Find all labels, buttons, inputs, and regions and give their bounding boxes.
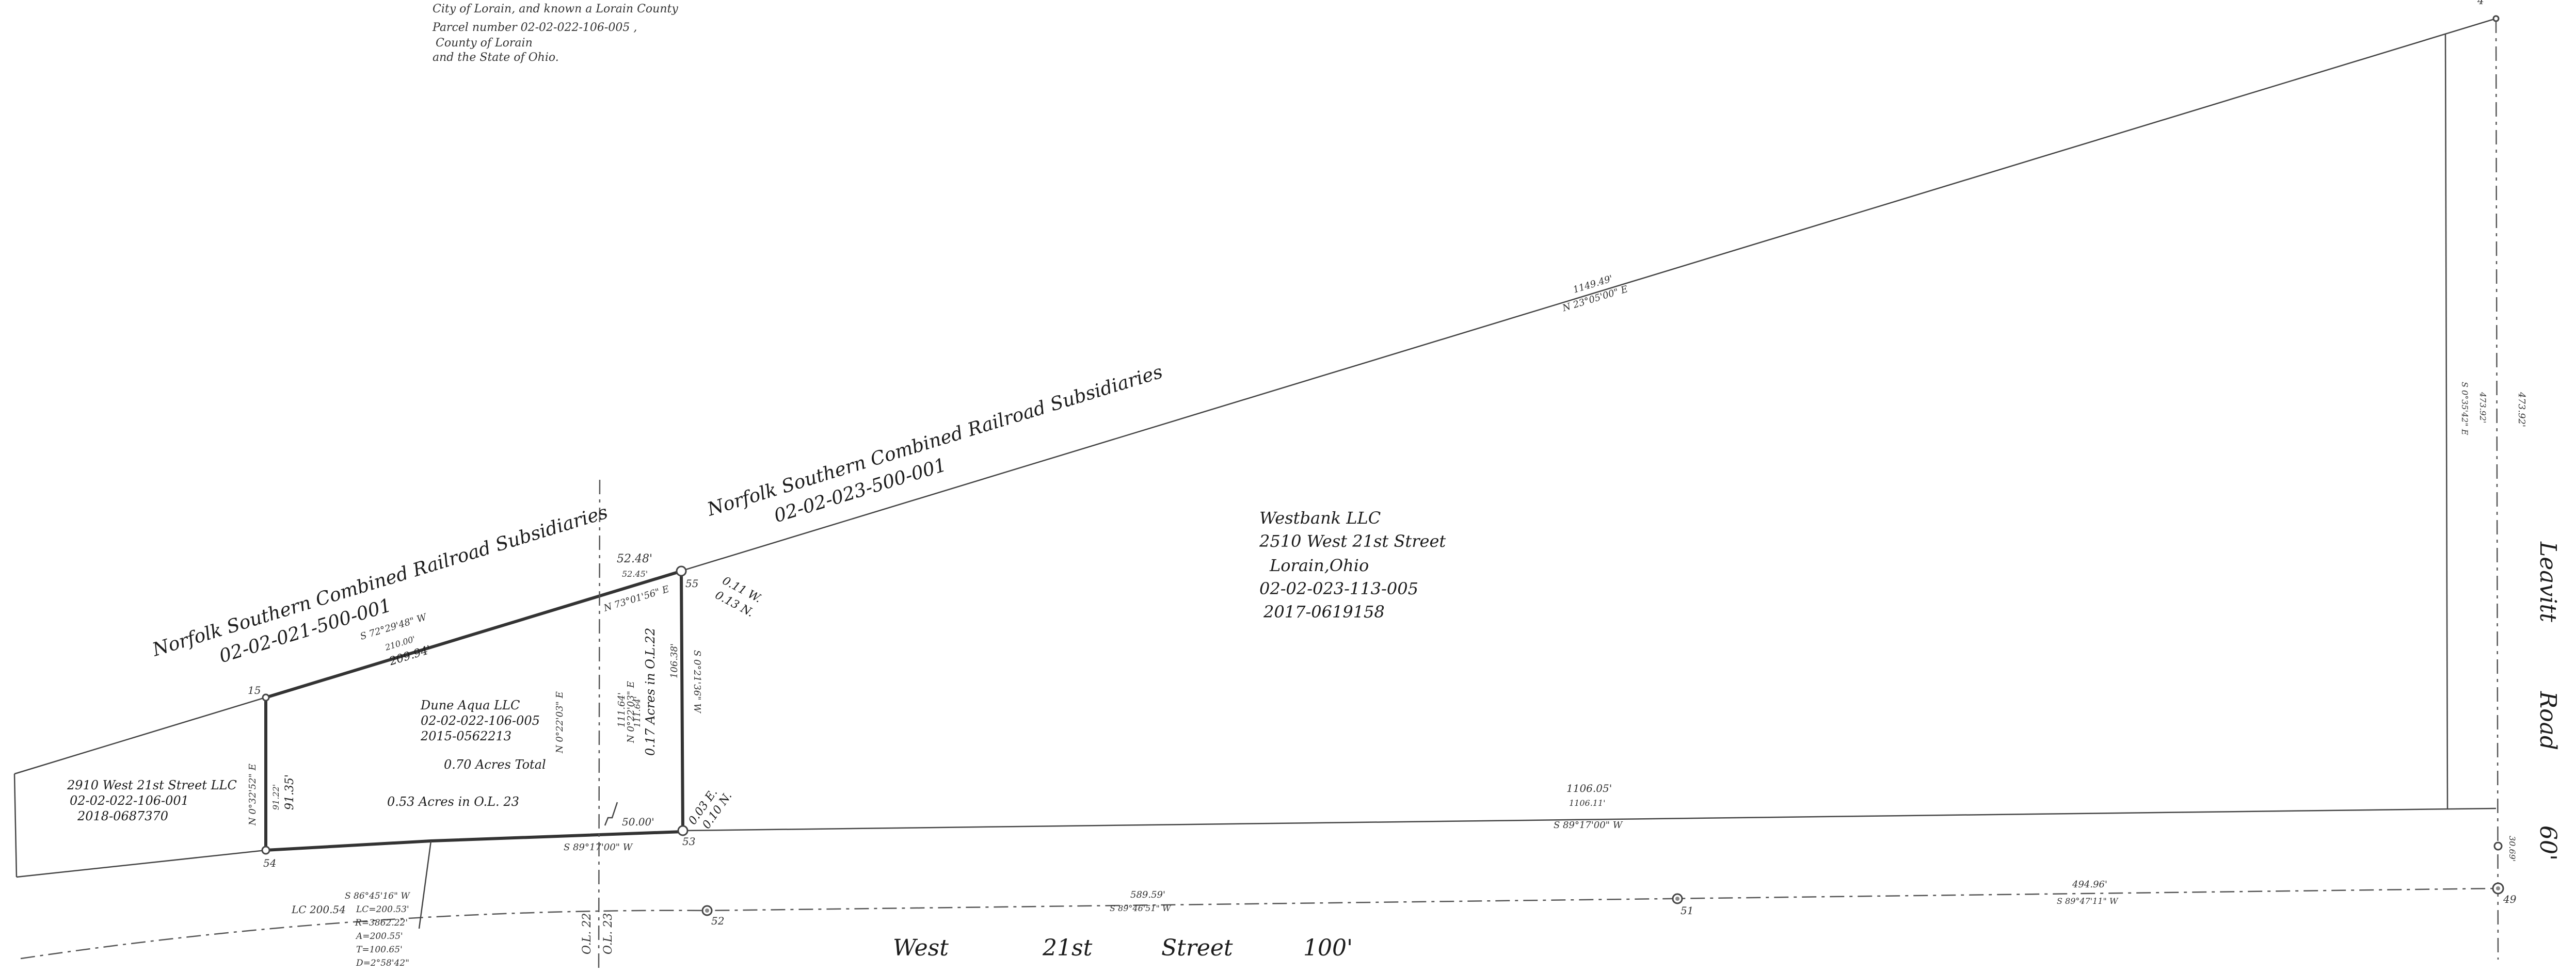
westbank-line-2: 2510 West 21st Street xyxy=(1259,531,1446,551)
west-end-line xyxy=(13,773,18,878)
lot-divider-line xyxy=(598,479,601,970)
railroad-east-label: Norfolk Southern Combined Railroad Subsi… xyxy=(705,361,1165,527)
monument-15 xyxy=(262,693,270,702)
bottom-bearing: S 89°17'00" W xyxy=(564,842,633,853)
center-bearing: N 0°22'03" E xyxy=(554,691,565,754)
long-bottom-distance-a: 1106.05' xyxy=(1566,782,1612,794)
westbank-line-3: Lorain,Ohio xyxy=(1269,556,1369,575)
far-right-bearing: S 0°35'42" E xyxy=(2460,382,2470,435)
westbank-line-5: 2017-0619158 xyxy=(1263,602,1385,622)
monument-53 xyxy=(677,825,689,836)
station-15: 15 xyxy=(248,684,261,696)
subject-parcel-outline xyxy=(264,569,685,852)
leavitt-centerline xyxy=(2495,18,2499,960)
center-distance-a: 111.64' xyxy=(616,692,627,727)
west-21st-centerline xyxy=(20,887,2500,960)
header-line-1: City of Lorain, and known a Lorain Count… xyxy=(433,3,678,15)
right-bearing: S 89°47'11" W xyxy=(2057,896,2119,906)
westbank-line-4: 02-02-023-113-005 xyxy=(1259,579,1418,598)
duneaqua-line-2: 02-02-022-106-005 xyxy=(421,713,540,728)
east-bearing: S 0°21'36" W xyxy=(692,650,702,713)
center-distance-b: 111.64' xyxy=(632,696,642,727)
left-distance-b: 91.35' xyxy=(283,774,296,810)
curve-bearing: S 86°45'16" W xyxy=(345,891,410,901)
curve-delta: D=2°58'42" xyxy=(356,958,409,968)
lot-label-ol23: O.L. 23 xyxy=(602,913,615,954)
station-53: 53 xyxy=(682,835,695,848)
westbank-label: Westbank LLC 2510 West 21st Street Lorai… xyxy=(1259,508,1446,622)
duneaqua-line-3: 2015-0562213 xyxy=(420,729,511,743)
westbank-south-line xyxy=(683,807,2497,832)
duneaqua-line-1: Dune Aqua LLC xyxy=(420,698,520,712)
header-line-2: Parcel number 02-02-022-106-005 , xyxy=(432,21,637,34)
left-distance-a: 91.22' xyxy=(271,784,281,810)
curve-lc: LC 200.54 xyxy=(291,903,346,916)
curve-chord: LC=200.53' xyxy=(356,904,409,915)
railroad-east-owner: Norfolk Southern Combined Railroad Subsi… xyxy=(705,361,1165,520)
curve-leader-line xyxy=(418,840,432,929)
far-right-distance-b: 473.92' xyxy=(2516,392,2527,427)
area-ol23: 0.53 Acres in O.L. 23 xyxy=(387,794,519,809)
railroad-west-label: Norfolk Southern Combined Railroad Subsi… xyxy=(150,501,611,667)
westbank-line-1: Westbank LLC xyxy=(1259,508,1381,528)
left-bearing: N 0°32'52" E xyxy=(247,764,258,826)
monument-4 xyxy=(2492,15,2500,22)
monument-54 xyxy=(261,846,270,855)
north-arrow xyxy=(604,802,618,826)
station-49: 49 xyxy=(2503,893,2517,905)
boundary-lines xyxy=(13,18,2500,970)
station-52: 52 xyxy=(711,915,724,927)
dimension-labels: 1149.49' N 23°05'00" E S 72°29'48" W 210… xyxy=(247,273,2527,968)
center-bearing-2: N 0°22'03" E xyxy=(626,681,636,743)
duneaqua-label: Dune Aqua LLC 02-02-022-106-005 2015-056… xyxy=(420,698,540,743)
west21st-llc-line-1: 2910 West 21st Street LLC xyxy=(67,778,237,792)
street-labels: West 21st Street 100' Leavitt Road 60' xyxy=(893,541,2561,961)
leavitt-word-2: Road xyxy=(2535,691,2561,750)
curve-arc: A=200.55' xyxy=(355,931,403,942)
area-ol22: 0.17 Acres in O.L.22 xyxy=(643,628,658,756)
monument-55 xyxy=(676,565,687,577)
curve-tangent: T=100.65' xyxy=(356,945,403,955)
west21st-llc-line-3: 2018-0687370 xyxy=(77,809,168,823)
area-total: 0.70 Acres Total xyxy=(444,757,546,772)
railroad-west-owner: Norfolk Southern Combined Railroad Subsi… xyxy=(150,501,611,660)
curve-data: LC 200.54 S 86°45'16" W LC=200.53' R=386… xyxy=(291,891,410,968)
right-distance: 494.96' xyxy=(2072,879,2107,890)
header-line-4: and the State of Ohio. xyxy=(433,51,559,64)
bottom-short-distance: 50.00' xyxy=(622,816,654,828)
top-distance-a: 52.48' xyxy=(617,553,652,565)
top-bearing: N 73°01'56" E xyxy=(602,583,670,614)
leavitt-west-line xyxy=(2444,34,2449,809)
top-distance-b: 52.45' xyxy=(622,569,648,579)
station-54: 54 xyxy=(263,857,276,869)
header-line-3: County of Lorain xyxy=(436,37,533,50)
lot-label-ol22: O.L. 22 xyxy=(581,913,594,954)
long-bottom-distance-b: 1106.11' xyxy=(1569,798,1606,808)
monuments xyxy=(261,15,2504,916)
west-21st-word-1: West xyxy=(893,935,949,961)
west-parcel-bottom-line xyxy=(16,849,266,878)
header-block: City of Lorain, and known a Lorain Count… xyxy=(432,3,678,64)
station-4: 4 xyxy=(2477,0,2484,7)
leavitt-word-1: Leavitt xyxy=(2535,541,2561,622)
station-numbers: 15 54 53 55 52 51 49 4 xyxy=(248,0,2517,927)
leavitt-word-3: 60' xyxy=(2535,825,2561,861)
west21st-llc-label: 2910 West 21st Street LLC 02-02-022-106-… xyxy=(67,778,237,823)
street-bearing: S 89°46'51" W xyxy=(1110,903,1172,913)
far-right-distance-a: 473.92' xyxy=(2478,392,2488,423)
west21st-llc-line-2: 02-02-022-106-001 xyxy=(70,793,189,808)
corner-distance: 30.69' xyxy=(2507,836,2517,862)
station-55: 55 xyxy=(685,577,698,590)
east-distance: 106.38' xyxy=(669,643,680,678)
monument-leavitt-corner xyxy=(2493,841,2503,851)
west-21st-word-3: Street xyxy=(1161,935,1233,961)
station-51: 51 xyxy=(1681,904,1693,917)
west-21st-word-4: 100' xyxy=(1303,935,1353,961)
long-bottom-bearing: S 89°17'00" W xyxy=(1554,820,1623,831)
street-distance: 589.59' xyxy=(1130,889,1165,900)
west-21st-word-2: 21st xyxy=(1042,935,1093,961)
curve-radius: R=3862.22' xyxy=(355,918,408,928)
